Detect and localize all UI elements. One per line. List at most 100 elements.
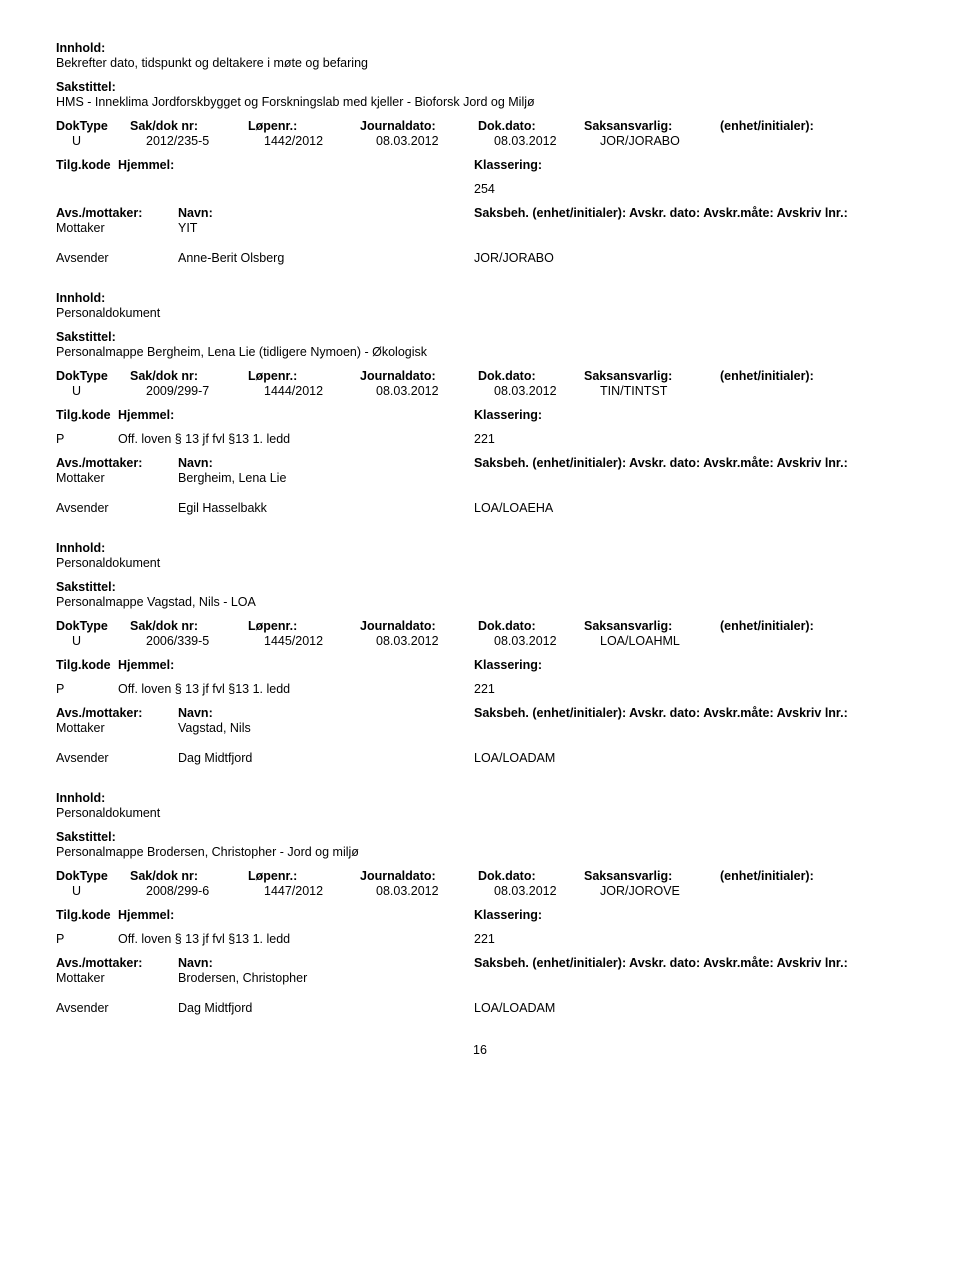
col-avsmottaker: Avs./mottaker:	[56, 706, 178, 720]
val-klassering: 221	[474, 932, 904, 946]
mottaker-name: Bergheim, Lena Lie	[178, 471, 474, 485]
val-sakdoknr: 2006/339-5	[146, 634, 264, 648]
innhold-label: Innhold:	[56, 291, 904, 305]
col-doktype: DokType	[56, 119, 130, 133]
col-saksansvarlig: Saksansvarlig:	[584, 869, 720, 883]
val-doktype: U	[56, 384, 146, 398]
party-header: Avs./mottaker: Navn: Saksbeh. (enhet/ini…	[56, 706, 904, 720]
val-dokdato: 08.03.2012	[494, 884, 600, 898]
sakstittel-label: Sakstittel:	[56, 330, 904, 344]
val-tilgkode: P	[56, 932, 118, 946]
val-hjemmel	[118, 182, 474, 196]
val-sakdoknr: 2012/235-5	[146, 134, 264, 148]
tilg-values: P Off. loven § 13 jf fvl §13 1. ledd 221	[56, 432, 904, 446]
col-navn: Navn:	[178, 706, 474, 720]
mottaker-code	[474, 471, 904, 485]
col-saksbeh-rest: Saksbeh. (enhet/initialer): Avskr. dato:…	[474, 706, 904, 720]
sakstittel-value: HMS - Inneklima Jordforskbygget og Forsk…	[56, 95, 904, 109]
tilg-values: 254	[56, 182, 904, 196]
col-navn: Navn:	[178, 956, 474, 970]
tilg-values: P Off. loven § 13 jf fvl §13 1. ledd 221	[56, 932, 904, 946]
sakstittel-label: Sakstittel:	[56, 80, 904, 94]
avsender-name: Dag Midtfjord	[178, 751, 474, 765]
col-tilgkode: Tilg.kode	[56, 158, 118, 172]
sakstittel-value: Personalmappe Vagstad, Nils - LOA	[56, 595, 904, 609]
avsender-row: Avsender Egil Hasselbakk LOA/LOAEHA	[56, 501, 904, 515]
tilg-header: Tilg.kode Hjemmel: Klassering:	[56, 908, 904, 922]
val-sakdoknr: 2008/299-6	[146, 884, 264, 898]
avsender-code: LOA/LOAEHA	[474, 501, 904, 515]
col-lopenr: Løpenr.:	[248, 869, 360, 883]
col-sakdoknr: Sak/dok nr:	[130, 119, 248, 133]
val-hjemmel: Off. loven § 13 jf fvl §13 1. ledd	[118, 682, 474, 696]
mottaker-label: Mottaker	[56, 221, 178, 235]
val-dokdato: 08.03.2012	[494, 384, 600, 398]
avsender-name: Egil Hasselbakk	[178, 501, 474, 515]
val-lopenr: 1442/2012	[264, 134, 376, 148]
tilg-header: Tilg.kode Hjemmel: Klassering:	[56, 658, 904, 672]
mottaker-row: Mottaker Bergheim, Lena Lie	[56, 471, 904, 485]
col-navn: Navn:	[178, 456, 474, 470]
val-hjemmel: Off. loven § 13 jf fvl §13 1. ledd	[118, 432, 474, 446]
col-avsmottaker: Avs./mottaker:	[56, 956, 178, 970]
val-klassering: 221	[474, 682, 904, 696]
mottaker-code	[474, 721, 904, 735]
col-sakdoknr: Sak/dok nr:	[130, 369, 248, 383]
col-saksansvarlig: Saksansvarlig:	[584, 619, 720, 633]
avsender-row: Avsender Dag Midtfjord LOA/LOADAM	[56, 751, 904, 765]
col-saksansvarlig: Saksansvarlig:	[584, 119, 720, 133]
col-enhet: (enhet/initialer):	[720, 869, 904, 883]
avsender-row: Avsender Dag Midtfjord LOA/LOADAM	[56, 1001, 904, 1015]
val-tilgkode: P	[56, 432, 118, 446]
journal-entry: Innhold: Personaldokument Sakstittel: Pe…	[56, 791, 904, 1015]
col-sakdoknr: Sak/dok nr:	[130, 869, 248, 883]
journal-entry: Innhold: Personaldokument Sakstittel: Pe…	[56, 541, 904, 765]
mottaker-name: Brodersen, Christopher	[178, 971, 474, 985]
col-journaldato: Journaldato:	[360, 619, 478, 633]
val-journaldato: 08.03.2012	[376, 134, 494, 148]
val-dokdato: 08.03.2012	[494, 634, 600, 648]
val-journaldato: 08.03.2012	[376, 634, 494, 648]
avsender-code: JOR/JORABO	[474, 251, 904, 265]
col-saksbeh-rest: Saksbeh. (enhet/initialer): Avskr. dato:…	[474, 456, 904, 470]
avsender-label: Avsender	[56, 251, 178, 265]
col-journaldato: Journaldato:	[360, 119, 478, 133]
val-lopenr: 1445/2012	[264, 634, 376, 648]
mottaker-label: Mottaker	[56, 971, 178, 985]
mottaker-name: Vagstad, Nils	[178, 721, 474, 735]
innhold-label: Innhold:	[56, 41, 904, 55]
val-saksansvarlig: JOR/JOROVE	[600, 884, 736, 898]
tilg-header: Tilg.kode Hjemmel: Klassering:	[56, 408, 904, 422]
col-klassering: Klassering:	[474, 908, 904, 922]
col-enhet: (enhet/initialer):	[720, 119, 904, 133]
columns-header: DokType Sak/dok nr: Løpenr.: Journaldato…	[56, 119, 904, 133]
col-lopenr: Løpenr.:	[248, 369, 360, 383]
innhold-value: Personaldokument	[56, 306, 904, 320]
columns-header: DokType Sak/dok nr: Løpenr.: Journaldato…	[56, 869, 904, 883]
val-saksansvarlig: LOA/LOAHML	[600, 634, 736, 648]
col-doktype: DokType	[56, 619, 130, 633]
col-lopenr: Løpenr.:	[248, 619, 360, 633]
val-enhet	[736, 134, 904, 148]
columns-header: DokType Sak/dok nr: Løpenr.: Journaldato…	[56, 619, 904, 633]
col-journaldato: Journaldato:	[360, 869, 478, 883]
col-avsmottaker: Avs./mottaker:	[56, 456, 178, 470]
col-tilgkode: Tilg.kode	[56, 408, 118, 422]
avsender-label: Avsender	[56, 1001, 178, 1015]
col-hjemmel: Hjemmel:	[118, 908, 474, 922]
val-journaldato: 08.03.2012	[376, 384, 494, 398]
tilg-header: Tilg.kode Hjemmel: Klassering:	[56, 158, 904, 172]
tilg-values: P Off. loven § 13 jf fvl §13 1. ledd 221	[56, 682, 904, 696]
col-dokdato: Dok.dato:	[478, 619, 584, 633]
mottaker-row: Mottaker Brodersen, Christopher	[56, 971, 904, 985]
val-enhet	[736, 634, 904, 648]
sakstittel-label: Sakstittel:	[56, 830, 904, 844]
val-hjemmel: Off. loven § 13 jf fvl §13 1. ledd	[118, 932, 474, 946]
columns-values: U 2008/299-6 1447/2012 08.03.2012 08.03.…	[56, 884, 904, 898]
avsender-code: LOA/LOADAM	[474, 1001, 904, 1015]
journal-entry: Innhold: Bekrefter dato, tidspunkt og de…	[56, 41, 904, 265]
val-doktype: U	[56, 884, 146, 898]
col-tilgkode: Tilg.kode	[56, 908, 118, 922]
innhold-label: Innhold:	[56, 541, 904, 555]
col-doktype: DokType	[56, 869, 130, 883]
